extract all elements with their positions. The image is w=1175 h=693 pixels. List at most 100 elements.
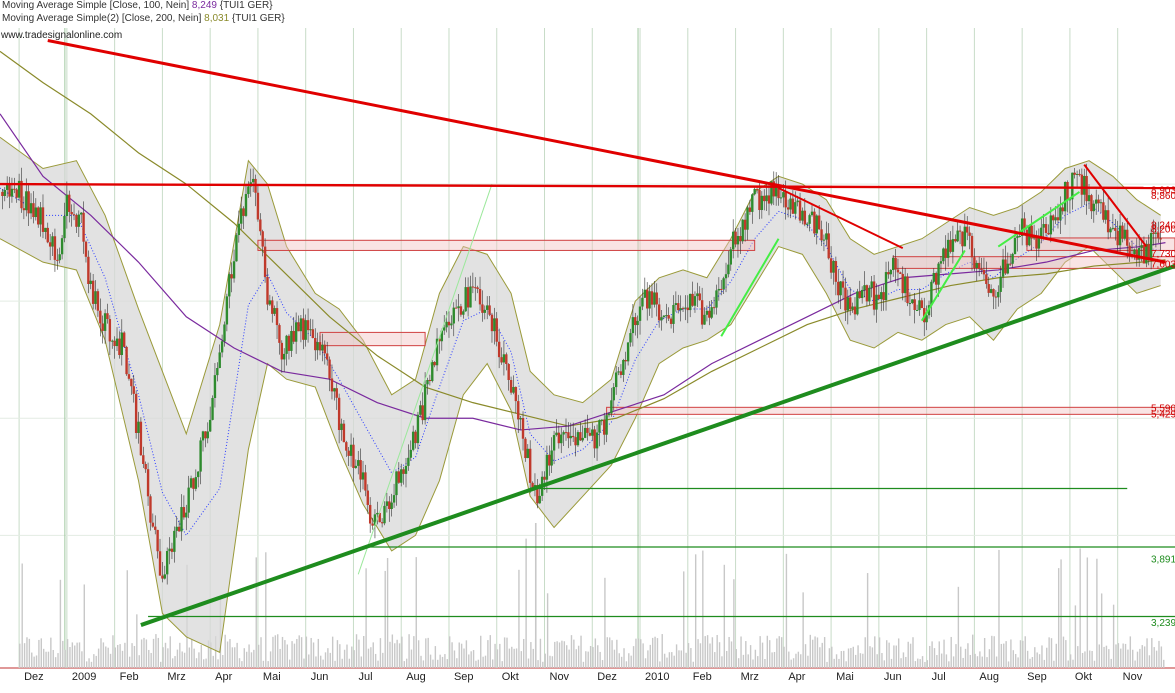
candle-body [380,522,384,524]
candle-body [419,405,422,415]
volume-bar [365,568,367,668]
volume-bar [919,659,921,668]
volume-bar [568,649,570,668]
candle-body [25,191,28,211]
candle-body [32,203,35,218]
volume-bar [515,648,518,668]
candle-body [120,332,123,356]
candle-body [5,184,9,190]
candle-body [177,526,181,532]
volume-bar [496,649,499,668]
candle-body [720,288,723,290]
candle-body [84,241,88,257]
candle-body [483,309,487,313]
volume-bar [78,642,81,668]
candle-body [330,378,334,392]
volume-bar [398,643,401,668]
volume-bar [795,653,797,668]
candle-body [657,304,661,321]
candle-body [173,530,176,552]
candle-body [72,214,76,216]
candle-body [168,548,171,552]
volume-bar [773,651,776,668]
candle-body [328,359,331,379]
candle-body [560,434,563,444]
x-tick-label: Mai [836,671,854,683]
volume-bar [991,635,993,668]
volume-bar [1127,649,1129,668]
candle-body [261,231,264,247]
volume-bar [439,654,441,668]
candle-body [593,429,596,449]
volume-bar [241,661,243,668]
volume-bar [1022,640,1024,668]
candle-body [194,477,198,489]
volume-bar [52,649,54,668]
candle-body [411,431,415,450]
volume-bar [735,649,737,668]
volume-bar [1077,646,1079,668]
volume-bar [561,640,563,668]
volume-bar [733,579,735,668]
volume-bar [637,638,640,668]
candle-body [108,319,112,342]
volume-bar [126,570,128,668]
candle-body [1099,202,1103,204]
candle-body [1063,181,1067,212]
volume-bar [613,649,616,668]
volume-bar [100,638,102,668]
volume-bar [957,586,960,668]
candle-body [407,457,410,466]
volume-bar [823,637,826,668]
volume-bar [494,643,496,668]
volume-bar [592,647,594,668]
volume-bar [1155,650,1158,668]
x-tick-label: Jul [358,671,372,683]
volume-bar [780,637,783,668]
candle-body [758,189,761,211]
candle-body [333,388,336,392]
volume-bar [277,634,279,668]
volume-bar [300,637,303,668]
volume-bar [972,634,974,668]
candle-body [1090,195,1093,212]
volume-bar [537,660,539,668]
volume-bar [726,650,728,668]
volume-bar [346,644,348,668]
candle-body [531,482,534,489]
price-level-label: 3,891 [1151,555,1175,566]
candle-body [925,315,928,323]
volume-bar [222,655,224,668]
candle-body [445,321,448,328]
candle-body [132,386,135,394]
candle-body [113,340,116,347]
volume-bar [819,647,821,668]
volume-bar [1110,658,1112,668]
volume-bar [802,592,804,668]
volume-bar [482,656,484,668]
candle-body [311,329,315,339]
candle-body [385,501,389,506]
volume-bar [585,651,587,668]
candle-body [464,287,467,312]
volume-bar [107,647,109,668]
volume-bar [334,660,336,668]
volume-bar [148,649,150,668]
candle-body [1126,229,1129,246]
candle-body [325,353,329,360]
axis-label-layer: Dez 2009 Feb Mrz Apr Mai Jun Jul Aug Sep Okt Nov Dez… [24,186,1175,683]
minor-downtrend-line [778,187,904,249]
candle-body [41,207,45,232]
candle-body [402,469,405,474]
legend-ma100: Moving Average Simple [Close, 100, Nein]… [2,0,273,12]
candle-body [1023,218,1026,230]
candle-body [865,285,869,302]
candle-body [691,293,694,306]
candle-body [992,289,995,297]
candle-body [1078,173,1081,175]
volume-bar [214,636,217,668]
price-zone [606,406,1175,415]
volume-bar [711,637,714,668]
candle-body [667,315,670,319]
